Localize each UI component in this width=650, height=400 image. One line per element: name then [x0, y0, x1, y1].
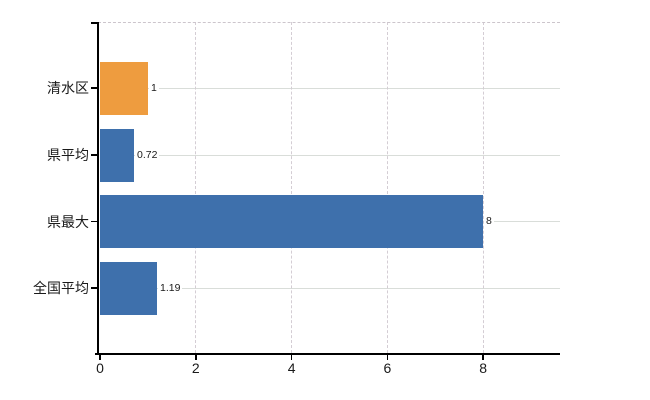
value-label-national-average: 1.19 — [158, 281, 183, 295]
value-label-pref-max: 8 — [484, 215, 494, 228]
y-axis-tick — [90, 22, 97, 24]
value-label-pref-average: 0.72 — [135, 148, 160, 162]
x-axis-tick — [290, 354, 293, 360]
x-tick-label: 6 — [383, 360, 392, 376]
gridline-vertical — [386, 22, 388, 353]
category-label-pref-max: 県最大 — [47, 213, 89, 230]
x-axis-tick — [195, 354, 197, 360]
gridline-vertical — [195, 22, 197, 353]
x-axis-tick — [99, 354, 101, 360]
x-axis-tick — [386, 354, 389, 360]
x-axis-tick — [482, 354, 484, 360]
plot-top-border — [98, 22, 560, 23]
bar-national-average — [100, 261, 157, 315]
category-label-national-average: 全国平均 — [33, 280, 89, 296]
x-tick-label: 0 — [96, 360, 104, 376]
y-axis-tick — [90, 154, 97, 156]
x-tick-label: 8 — [479, 360, 488, 376]
gridline-horizontal — [100, 287, 560, 289]
y-axis-tick — [90, 87, 97, 89]
y-axis-tick — [90, 220, 97, 223]
y-axis-line — [96, 22, 99, 353]
bar-pref-max — [100, 195, 483, 248]
bar-pref-average — [100, 128, 134, 182]
category-label-pref-average: 県平均 — [47, 147, 89, 163]
x-axis-line — [95, 353, 560, 355]
gridline-vertical — [482, 22, 484, 353]
value-label-shimizu-ward: 1 — [149, 81, 159, 95]
x-tick-label: 2 — [191, 360, 200, 376]
gridline-horizontal — [100, 87, 560, 89]
gridline-horizontal — [100, 154, 560, 156]
x-tick-label: 4 — [287, 360, 296, 376]
y-axis-tick — [90, 287, 97, 289]
gridline-vertical — [291, 22, 293, 353]
bar-shimizu-ward — [100, 61, 148, 115]
category-label-shimizu-ward: 清水区 — [47, 80, 89, 96]
